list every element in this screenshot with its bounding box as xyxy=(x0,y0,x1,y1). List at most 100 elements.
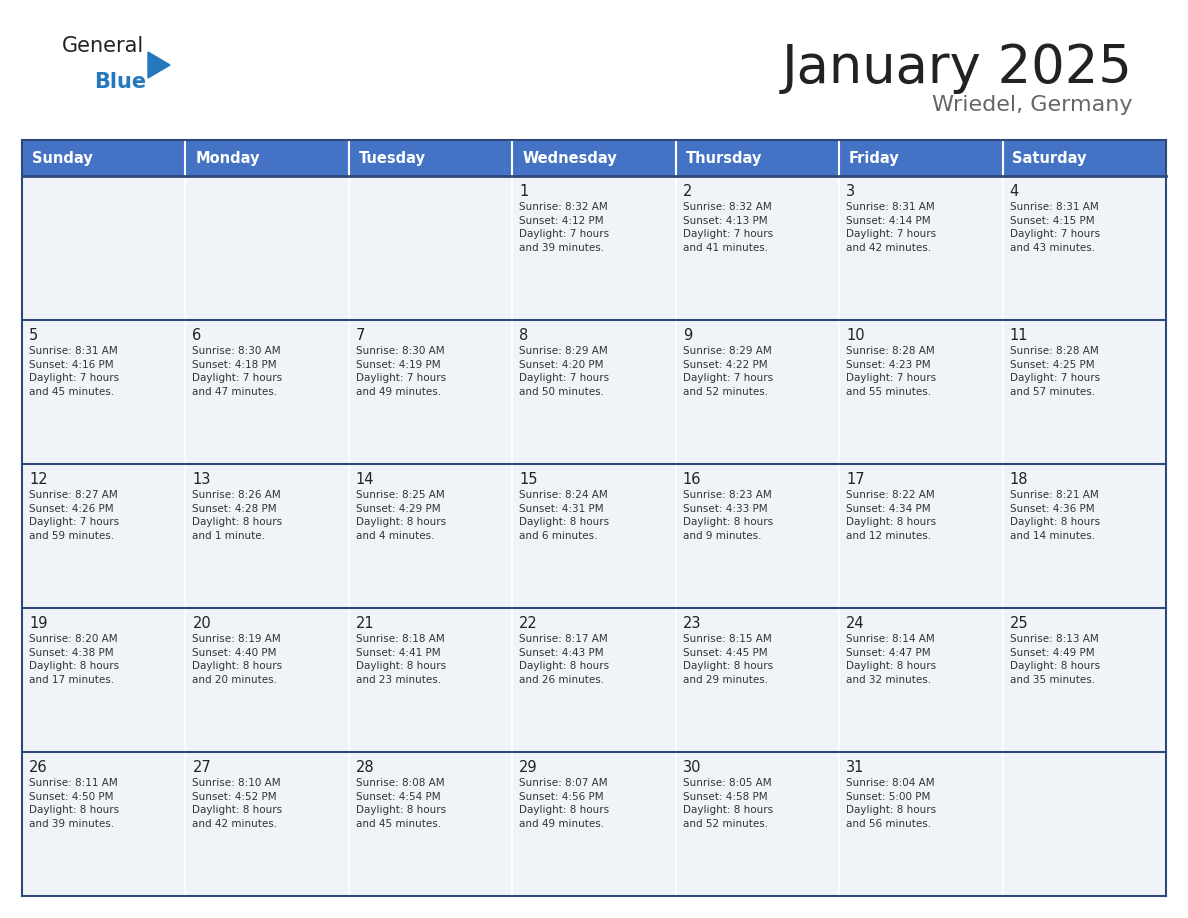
Bar xyxy=(185,608,349,752)
Text: Sunrise: 8:32 AM
Sunset: 4:13 PM
Daylight: 7 hours
and 41 minutes.: Sunrise: 8:32 AM Sunset: 4:13 PM Dayligh… xyxy=(683,202,773,252)
Bar xyxy=(676,464,839,608)
Text: Sunrise: 8:10 AM
Sunset: 4:52 PM
Daylight: 8 hours
and 42 minutes.: Sunrise: 8:10 AM Sunset: 4:52 PM Dayligh… xyxy=(192,778,283,829)
Text: 21: 21 xyxy=(356,616,374,631)
Text: Sunrise: 8:31 AM
Sunset: 4:16 PM
Daylight: 7 hours
and 45 minutes.: Sunrise: 8:31 AM Sunset: 4:16 PM Dayligh… xyxy=(29,346,119,397)
Bar xyxy=(839,608,1003,752)
Text: Sunrise: 8:27 AM
Sunset: 4:26 PM
Daylight: 7 hours
and 59 minutes.: Sunrise: 8:27 AM Sunset: 4:26 PM Dayligh… xyxy=(29,490,119,541)
Text: 15: 15 xyxy=(519,472,538,487)
Text: 27: 27 xyxy=(192,760,211,775)
Text: Sunday: Sunday xyxy=(32,151,93,165)
Bar xyxy=(185,140,349,176)
Text: Sunrise: 8:30 AM
Sunset: 4:18 PM
Daylight: 7 hours
and 47 minutes.: Sunrise: 8:30 AM Sunset: 4:18 PM Dayligh… xyxy=(192,346,283,397)
Text: January 2025: January 2025 xyxy=(782,42,1133,94)
Text: 28: 28 xyxy=(356,760,374,775)
Text: Sunrise: 8:22 AM
Sunset: 4:34 PM
Daylight: 8 hours
and 12 minutes.: Sunrise: 8:22 AM Sunset: 4:34 PM Dayligh… xyxy=(846,490,936,541)
Text: Tuesday: Tuesday xyxy=(359,151,425,165)
Bar xyxy=(23,140,185,176)
Bar xyxy=(349,752,512,896)
Text: Sunrise: 8:28 AM
Sunset: 4:23 PM
Daylight: 7 hours
and 55 minutes.: Sunrise: 8:28 AM Sunset: 4:23 PM Dayligh… xyxy=(846,346,936,397)
Bar xyxy=(1003,464,1165,608)
Bar xyxy=(349,464,512,608)
Text: 9: 9 xyxy=(683,328,691,343)
Text: Sunrise: 8:26 AM
Sunset: 4:28 PM
Daylight: 8 hours
and 1 minute.: Sunrise: 8:26 AM Sunset: 4:28 PM Dayligh… xyxy=(192,490,283,541)
Bar xyxy=(23,464,185,608)
Text: Sunrise: 8:25 AM
Sunset: 4:29 PM
Daylight: 8 hours
and 4 minutes.: Sunrise: 8:25 AM Sunset: 4:29 PM Dayligh… xyxy=(356,490,446,541)
Bar xyxy=(1003,140,1165,176)
Text: 4: 4 xyxy=(1010,184,1019,199)
Bar xyxy=(839,752,1003,896)
Bar xyxy=(676,176,839,320)
Bar xyxy=(349,176,512,320)
Bar xyxy=(185,752,349,896)
Text: 16: 16 xyxy=(683,472,701,487)
Text: 6: 6 xyxy=(192,328,202,343)
Bar xyxy=(185,464,349,608)
Text: Sunrise: 8:17 AM
Sunset: 4:43 PM
Daylight: 8 hours
and 26 minutes.: Sunrise: 8:17 AM Sunset: 4:43 PM Dayligh… xyxy=(519,634,609,685)
Text: Sunrise: 8:18 AM
Sunset: 4:41 PM
Daylight: 8 hours
and 23 minutes.: Sunrise: 8:18 AM Sunset: 4:41 PM Dayligh… xyxy=(356,634,446,685)
Text: Sunrise: 8:23 AM
Sunset: 4:33 PM
Daylight: 8 hours
and 9 minutes.: Sunrise: 8:23 AM Sunset: 4:33 PM Dayligh… xyxy=(683,490,773,541)
Text: 8: 8 xyxy=(519,328,529,343)
Bar xyxy=(839,464,1003,608)
Text: Sunrise: 8:11 AM
Sunset: 4:50 PM
Daylight: 8 hours
and 39 minutes.: Sunrise: 8:11 AM Sunset: 4:50 PM Dayligh… xyxy=(29,778,119,829)
Text: 23: 23 xyxy=(683,616,701,631)
Text: 22: 22 xyxy=(519,616,538,631)
Text: 12: 12 xyxy=(29,472,48,487)
Bar xyxy=(676,140,839,176)
Bar xyxy=(23,608,185,752)
Bar xyxy=(839,140,1003,176)
Text: 31: 31 xyxy=(846,760,865,775)
Bar xyxy=(676,752,839,896)
Text: 11: 11 xyxy=(1010,328,1028,343)
Text: General: General xyxy=(62,36,144,56)
Bar xyxy=(512,140,676,176)
Text: 26: 26 xyxy=(29,760,48,775)
Text: Sunrise: 8:32 AM
Sunset: 4:12 PM
Daylight: 7 hours
and 39 minutes.: Sunrise: 8:32 AM Sunset: 4:12 PM Dayligh… xyxy=(519,202,609,252)
Bar xyxy=(676,608,839,752)
Text: Sunrise: 8:24 AM
Sunset: 4:31 PM
Daylight: 8 hours
and 6 minutes.: Sunrise: 8:24 AM Sunset: 4:31 PM Dayligh… xyxy=(519,490,609,541)
Text: 19: 19 xyxy=(29,616,48,631)
Bar xyxy=(512,464,676,608)
Bar xyxy=(349,608,512,752)
Text: Thursday: Thursday xyxy=(685,151,762,165)
Text: 25: 25 xyxy=(1010,616,1028,631)
Bar xyxy=(512,176,676,320)
Text: Sunrise: 8:07 AM
Sunset: 4:56 PM
Daylight: 8 hours
and 49 minutes.: Sunrise: 8:07 AM Sunset: 4:56 PM Dayligh… xyxy=(519,778,609,829)
Text: Sunrise: 8:15 AM
Sunset: 4:45 PM
Daylight: 8 hours
and 29 minutes.: Sunrise: 8:15 AM Sunset: 4:45 PM Dayligh… xyxy=(683,634,773,685)
Text: Sunrise: 8:14 AM
Sunset: 4:47 PM
Daylight: 8 hours
and 32 minutes.: Sunrise: 8:14 AM Sunset: 4:47 PM Dayligh… xyxy=(846,634,936,685)
Text: Saturday: Saturday xyxy=(1012,151,1087,165)
Text: 17: 17 xyxy=(846,472,865,487)
Bar xyxy=(349,320,512,464)
Bar xyxy=(349,140,512,176)
Text: Sunrise: 8:04 AM
Sunset: 5:00 PM
Daylight: 8 hours
and 56 minutes.: Sunrise: 8:04 AM Sunset: 5:00 PM Dayligh… xyxy=(846,778,936,829)
Text: 30: 30 xyxy=(683,760,701,775)
Bar xyxy=(1003,752,1165,896)
Text: Sunrise: 8:31 AM
Sunset: 4:15 PM
Daylight: 7 hours
and 43 minutes.: Sunrise: 8:31 AM Sunset: 4:15 PM Dayligh… xyxy=(1010,202,1100,252)
Text: Sunrise: 8:30 AM
Sunset: 4:19 PM
Daylight: 7 hours
and 49 minutes.: Sunrise: 8:30 AM Sunset: 4:19 PM Dayligh… xyxy=(356,346,446,397)
Text: 1: 1 xyxy=(519,184,529,199)
Text: Sunrise: 8:08 AM
Sunset: 4:54 PM
Daylight: 8 hours
and 45 minutes.: Sunrise: 8:08 AM Sunset: 4:54 PM Dayligh… xyxy=(356,778,446,829)
Text: Wednesday: Wednesday xyxy=(522,151,617,165)
Bar xyxy=(23,752,185,896)
Bar xyxy=(1003,320,1165,464)
Text: Sunrise: 8:31 AM
Sunset: 4:14 PM
Daylight: 7 hours
and 42 minutes.: Sunrise: 8:31 AM Sunset: 4:14 PM Dayligh… xyxy=(846,202,936,252)
Text: Sunrise: 8:20 AM
Sunset: 4:38 PM
Daylight: 8 hours
and 17 minutes.: Sunrise: 8:20 AM Sunset: 4:38 PM Dayligh… xyxy=(29,634,119,685)
Text: Wriedel, Germany: Wriedel, Germany xyxy=(933,95,1133,115)
Bar xyxy=(512,608,676,752)
Text: Sunrise: 8:05 AM
Sunset: 4:58 PM
Daylight: 8 hours
and 52 minutes.: Sunrise: 8:05 AM Sunset: 4:58 PM Dayligh… xyxy=(683,778,773,829)
Bar xyxy=(676,320,839,464)
Text: Sunrise: 8:28 AM
Sunset: 4:25 PM
Daylight: 7 hours
and 57 minutes.: Sunrise: 8:28 AM Sunset: 4:25 PM Dayligh… xyxy=(1010,346,1100,397)
Text: Blue: Blue xyxy=(94,72,146,92)
Text: 2: 2 xyxy=(683,184,693,199)
Bar xyxy=(839,176,1003,320)
Text: Sunrise: 8:29 AM
Sunset: 4:20 PM
Daylight: 7 hours
and 50 minutes.: Sunrise: 8:29 AM Sunset: 4:20 PM Dayligh… xyxy=(519,346,609,397)
Bar xyxy=(839,320,1003,464)
Text: 24: 24 xyxy=(846,616,865,631)
Bar xyxy=(185,176,349,320)
Text: 29: 29 xyxy=(519,760,538,775)
Bar xyxy=(512,320,676,464)
Bar xyxy=(1003,608,1165,752)
Text: 7: 7 xyxy=(356,328,365,343)
Bar xyxy=(512,752,676,896)
Text: Sunrise: 8:29 AM
Sunset: 4:22 PM
Daylight: 7 hours
and 52 minutes.: Sunrise: 8:29 AM Sunset: 4:22 PM Dayligh… xyxy=(683,346,773,397)
Text: Monday: Monday xyxy=(195,151,260,165)
